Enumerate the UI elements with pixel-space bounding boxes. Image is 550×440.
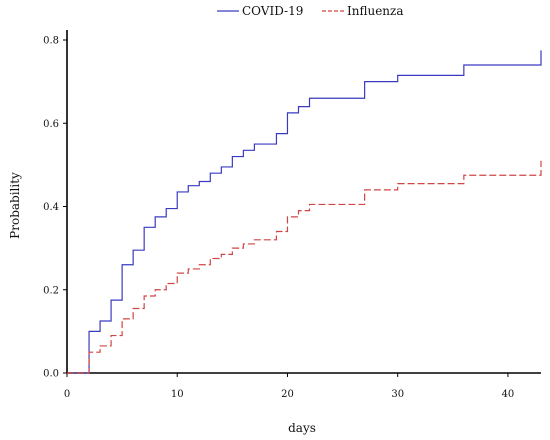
y-tick-label: 0.8 (43, 36, 59, 47)
y-tick-label: 0.4 (43, 202, 59, 213)
x-tick-label: 40 (502, 389, 515, 400)
x-axis-label: days (288, 421, 316, 435)
legend-label-influenza: Influenza (347, 4, 404, 18)
series-line-covid-19 (67, 50, 542, 374)
x-tick-label: 20 (281, 389, 294, 400)
series-line-influenza (67, 160, 542, 374)
y-tick-label: 0.2 (43, 285, 59, 296)
y-tick-label: 0.0 (43, 369, 59, 380)
axes: 0.0 0.2 0.4 0.6 0.8 0 10 20 30 40 (43, 30, 541, 400)
y-tick-label: 0.6 (43, 119, 59, 130)
x-tick-label: 30 (391, 389, 404, 400)
legend-label-covid-19: COVID-19 (242, 4, 303, 18)
y-axis-label: Probability (8, 172, 22, 239)
series-layer (67, 50, 542, 374)
legend: COVID-19 Influenza (217, 4, 404, 18)
x-tick-label: 10 (171, 389, 184, 400)
x-tick-label: 0 (64, 389, 70, 400)
